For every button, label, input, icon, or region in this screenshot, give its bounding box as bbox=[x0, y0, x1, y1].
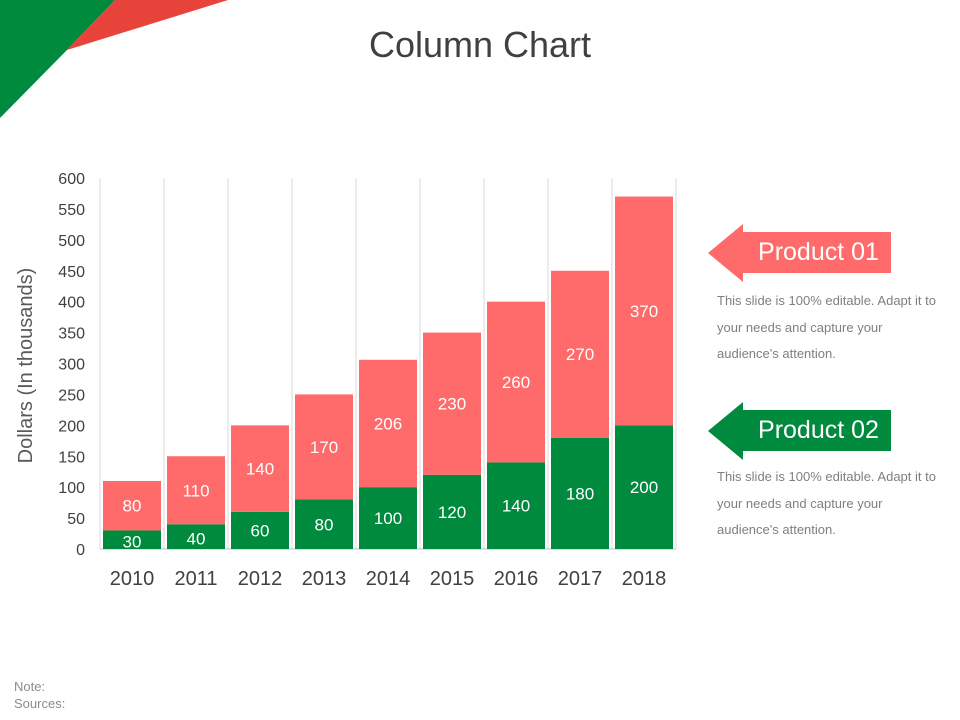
data-label: 206 bbox=[374, 414, 402, 433]
data-label: 180 bbox=[566, 484, 594, 503]
arrow-left-icon bbox=[708, 402, 891, 460]
data-label: 80 bbox=[123, 497, 142, 516]
y-tick-label: 450 bbox=[58, 264, 85, 281]
bar-product-01 bbox=[167, 456, 225, 525]
data-label: 370 bbox=[630, 302, 658, 321]
data-label: 120 bbox=[438, 503, 466, 522]
y-tick-label: 350 bbox=[58, 326, 85, 343]
data-label: 30 bbox=[123, 533, 142, 552]
y-tick-label: 300 bbox=[58, 357, 85, 374]
bar-product-02 bbox=[423, 474, 481, 549]
bar-product-02 bbox=[167, 524, 225, 549]
y-tick-label: 0 bbox=[76, 542, 85, 559]
y-tick-label: 100 bbox=[58, 480, 85, 497]
x-tick-label: 2013 bbox=[302, 568, 347, 590]
y-tick-label: 50 bbox=[67, 511, 85, 528]
y-tick-label: 200 bbox=[58, 418, 85, 435]
x-tick-label: 2012 bbox=[238, 568, 283, 590]
bar-product-01 bbox=[551, 270, 609, 438]
bar-product-01 bbox=[103, 480, 161, 531]
arrow-left-icon bbox=[708, 224, 891, 282]
x-tick-label: 2014 bbox=[366, 568, 411, 590]
data-label: 230 bbox=[438, 395, 466, 414]
data-label: 170 bbox=[310, 438, 338, 457]
bar-product-01 bbox=[423, 332, 481, 475]
bar-product-01 bbox=[487, 301, 545, 463]
bar-product-01 bbox=[615, 196, 673, 426]
data-label: 80 bbox=[315, 515, 334, 534]
y-axis-label: Dollars (In thousands) bbox=[15, 268, 37, 464]
data-label: 270 bbox=[566, 345, 594, 364]
data-label: 260 bbox=[502, 373, 530, 392]
y-tick-label: 400 bbox=[58, 295, 85, 312]
y-tick-label: 150 bbox=[58, 449, 85, 466]
bar-product-01 bbox=[231, 425, 289, 512]
bar-product-02 bbox=[295, 499, 353, 549]
bar-product-02 bbox=[103, 530, 161, 549]
legend-label: Product 01 bbox=[758, 238, 879, 266]
legend-label: Product 02 bbox=[758, 416, 879, 444]
bar-product-02 bbox=[615, 425, 673, 549]
data-label: 140 bbox=[502, 497, 530, 516]
bar-product-01 bbox=[295, 394, 353, 500]
data-label: 200 bbox=[630, 478, 658, 497]
data-label: 110 bbox=[182, 481, 209, 500]
bar-product-02 bbox=[551, 437, 609, 549]
legend-description: This slide is 100% editable. Adapt it to… bbox=[717, 469, 936, 537]
x-tick-label: 2017 bbox=[558, 568, 603, 590]
y-tick-label: 600 bbox=[58, 171, 85, 188]
column-chart: 0 50 100 150 200 250 300 350 400 450 500 550 600 Doll… bbox=[15, 171, 677, 590]
x-tick-label: 2015 bbox=[430, 568, 475, 590]
bar-product-02 bbox=[487, 462, 545, 549]
x-tick-label: 2016 bbox=[494, 568, 539, 590]
data-label: 60 bbox=[251, 521, 270, 540]
y-tick-label: 500 bbox=[58, 233, 85, 250]
y-tick-label: 250 bbox=[58, 387, 85, 404]
bar-product-02 bbox=[231, 511, 289, 549]
note-label: Note: bbox=[14, 679, 46, 694]
data-label: 140 bbox=[246, 460, 274, 479]
data-label: 40 bbox=[187, 530, 206, 549]
data-label: 100 bbox=[374, 509, 402, 528]
x-tick-label: 2010 bbox=[110, 568, 155, 590]
x-tick-label: 2018 bbox=[622, 568, 667, 590]
bar-product-02 bbox=[359, 487, 417, 549]
legend-description: This slide is 100% editable. Adapt it to… bbox=[717, 293, 936, 361]
sources-label: Sources: bbox=[14, 696, 66, 711]
page-title: Column Chart bbox=[368, 24, 592, 65]
x-tick-label: 2011 bbox=[174, 568, 217, 590]
corner-decoration bbox=[0, 0, 228, 118]
bar-product-01 bbox=[359, 359, 417, 488]
y-tick-label: 550 bbox=[58, 202, 85, 219]
